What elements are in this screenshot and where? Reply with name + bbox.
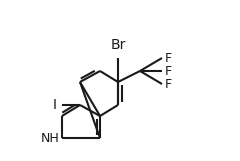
Text: NH: NH — [41, 132, 60, 145]
Text: F: F — [165, 65, 172, 77]
Text: F: F — [165, 52, 172, 65]
Text: I: I — [53, 98, 57, 112]
Text: Br: Br — [110, 38, 126, 52]
Text: F: F — [165, 77, 172, 90]
